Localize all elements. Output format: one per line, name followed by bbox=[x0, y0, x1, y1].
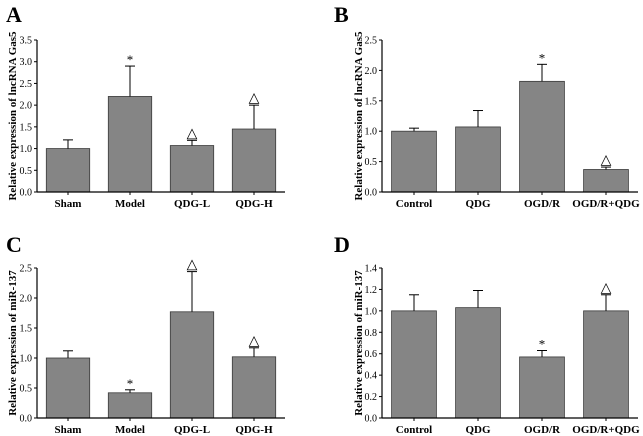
y-tick-label: 2.5 bbox=[20, 79, 33, 90]
category-label: OGD/R bbox=[524, 424, 561, 436]
y-tick-label: 3.5 bbox=[20, 36, 33, 47]
y-tick-label: 0.5 bbox=[20, 384, 33, 395]
y-tick-label: 0.2 bbox=[365, 392, 378, 403]
significance-triangle: △ bbox=[187, 125, 198, 141]
bar bbox=[107, 392, 153, 419]
category-label: QDG-H bbox=[235, 424, 273, 436]
bar bbox=[391, 130, 437, 193]
significance-star: * bbox=[539, 337, 546, 352]
category-label: QDG bbox=[465, 424, 491, 436]
significance-star: * bbox=[127, 376, 134, 391]
y-tick-label: 1.2 bbox=[365, 285, 378, 296]
y-tick-label: 1.5 bbox=[20, 122, 33, 133]
category-label: Control bbox=[396, 424, 432, 436]
category-label: QDG bbox=[465, 198, 491, 210]
y-tick-label: 1.4 bbox=[365, 264, 378, 275]
bar bbox=[231, 356, 277, 419]
category-label: Model bbox=[115, 198, 145, 210]
y-tick-label: 0.6 bbox=[365, 349, 378, 360]
category-label: OGD/R+QDG bbox=[572, 424, 640, 436]
y-axis-label: Relative expression of miR-137 bbox=[353, 270, 365, 416]
bar bbox=[391, 310, 437, 419]
y-tick-label: 0.8 bbox=[365, 328, 378, 339]
y-tick-label: 1.0 bbox=[20, 144, 33, 155]
panel-letter: D bbox=[334, 232, 350, 257]
bar bbox=[107, 96, 153, 193]
y-tick-label: 0.4 bbox=[365, 371, 378, 382]
bar bbox=[455, 126, 501, 193]
panel-letter: B bbox=[334, 2, 349, 27]
bar bbox=[583, 169, 629, 193]
bar bbox=[169, 311, 215, 419]
y-tick-label: 2.0 bbox=[365, 66, 378, 77]
bar bbox=[583, 310, 629, 419]
category-label: Sham bbox=[55, 424, 82, 436]
y-tick-label: 1.5 bbox=[365, 96, 378, 107]
y-axis-label: Relative expression of lncRNA Gas5 bbox=[353, 31, 365, 201]
bar bbox=[455, 307, 501, 419]
y-tick-label: 1.0 bbox=[20, 354, 33, 365]
panel-b: B Relative expression of lncRNA Gas5 0.0 0.… bbox=[334, 2, 640, 210]
y-tick-label: 0.0 bbox=[365, 188, 378, 199]
significance-triangle: △ bbox=[249, 333, 260, 349]
y-axis-label: Relative expression of miR-137 bbox=[7, 270, 19, 416]
y-tick-label: 1.0 bbox=[365, 127, 378, 138]
category-label: Model bbox=[115, 424, 145, 436]
significance-triangle: △ bbox=[249, 90, 260, 106]
category-label: OGD/R+QDG bbox=[572, 198, 640, 210]
y-tick-label: 0.5 bbox=[365, 157, 378, 168]
bar bbox=[519, 80, 565, 193]
y-tick-label: 0.0 bbox=[20, 188, 33, 199]
category-label: Sham bbox=[55, 198, 82, 210]
bar bbox=[519, 356, 565, 419]
y-tick-label: 1.5 bbox=[20, 324, 33, 335]
category-label: QDG-L bbox=[174, 424, 210, 436]
bar bbox=[45, 357, 91, 419]
category-label: Control bbox=[396, 198, 432, 210]
y-tick-label: 1.0 bbox=[365, 306, 378, 317]
category-label: QDG-L bbox=[174, 198, 210, 210]
y-tick-label: 2.5 bbox=[20, 264, 33, 275]
panel-a: A Relative expression of lncRNA Gas5 0.0 0.… bbox=[6, 2, 285, 210]
significance-triangle: △ bbox=[187, 257, 198, 273]
y-tick-label: 3.0 bbox=[20, 57, 33, 68]
panel-letter: C bbox=[6, 232, 22, 257]
y-tick-label: 2.5 bbox=[365, 36, 378, 47]
y-tick-label: 0.0 bbox=[20, 414, 33, 425]
y-tick-label: 0.0 bbox=[365, 414, 378, 425]
panel-letter: A bbox=[6, 2, 22, 27]
significance-triangle: △ bbox=[601, 152, 612, 168]
significance-triangle: △ bbox=[601, 280, 612, 296]
bar bbox=[169, 145, 215, 193]
bar bbox=[231, 128, 277, 193]
category-label: QDG-H bbox=[235, 198, 273, 210]
y-tick-label: 0.5 bbox=[20, 166, 33, 177]
significance-star: * bbox=[127, 52, 134, 67]
y-tick-label: 2.0 bbox=[20, 294, 33, 305]
category-label: OGD/R bbox=[524, 198, 561, 210]
significance-star: * bbox=[539, 50, 546, 65]
bar bbox=[45, 148, 91, 193]
y-axis-label: Relative expression of lncRNA Gas5 bbox=[7, 31, 19, 201]
y-tick-label: 2.0 bbox=[20, 101, 33, 112]
